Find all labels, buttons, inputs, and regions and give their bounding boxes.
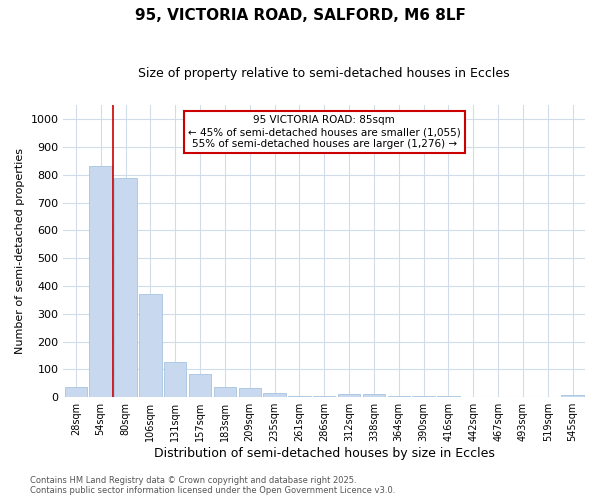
Bar [388,396,410,397]
Bar [239,388,261,397]
Bar [313,396,335,397]
Bar [288,396,311,397]
Bar [89,166,112,397]
Text: 95, VICTORIA ROAD, SALFORD, M6 8LF: 95, VICTORIA ROAD, SALFORD, M6 8LF [134,8,466,22]
Text: Contains HM Land Registry data © Crown copyright and database right 2025.
Contai: Contains HM Land Registry data © Crown c… [30,476,395,495]
Bar [189,374,211,397]
Y-axis label: Number of semi-detached properties: Number of semi-detached properties [15,148,25,354]
Bar [115,178,137,397]
Bar [338,394,360,397]
Bar [214,387,236,397]
X-axis label: Distribution of semi-detached houses by size in Eccles: Distribution of semi-detached houses by … [154,447,494,460]
Bar [263,393,286,397]
Bar [462,396,484,397]
Bar [437,396,460,397]
Bar [562,395,584,397]
Bar [65,387,87,397]
Bar [164,362,187,397]
Bar [412,396,435,397]
Title: Size of property relative to semi-detached houses in Eccles: Size of property relative to semi-detach… [139,68,510,80]
Bar [363,394,385,397]
Text: 95 VICTORIA ROAD: 85sqm
← 45% of semi-detached houses are smaller (1,055)
55% of: 95 VICTORIA ROAD: 85sqm ← 45% of semi-de… [188,116,461,148]
Bar [139,294,161,397]
